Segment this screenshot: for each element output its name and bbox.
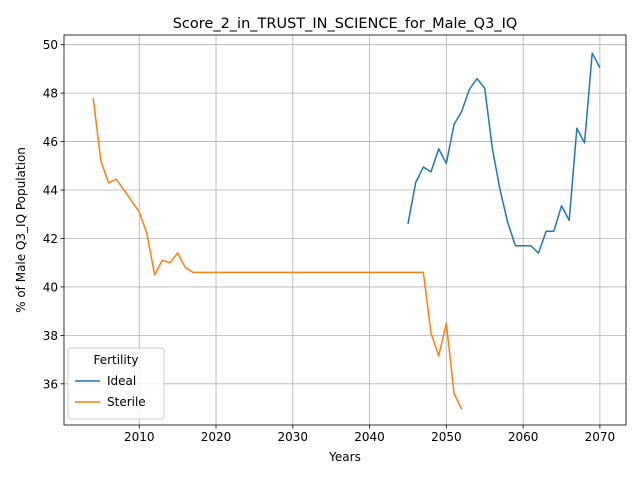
x-tick-label: 2020 — [201, 430, 232, 444]
y-tick-label: 46 — [43, 135, 58, 149]
y-tick-label: 38 — [43, 329, 58, 343]
x-tick-label: 2050 — [431, 430, 462, 444]
series-line-ideal — [407, 52, 601, 254]
y-tick-label: 36 — [43, 377, 58, 391]
x-tick-label: 2030 — [278, 430, 309, 444]
y-tick-label: 42 — [43, 232, 58, 246]
legend-title: Fertility — [93, 353, 138, 367]
legend-label-ideal: Ideal — [107, 374, 136, 388]
y-axis-ticks: 36 38 40 42 44 46 48 50 — [43, 38, 64, 391]
plot-area-frame — [63, 34, 627, 426]
x-tick-label: 2040 — [354, 430, 385, 444]
x-tick-label: 2010 — [124, 430, 155, 444]
y-axis-label: % of Male Q3_IQ Population — [14, 147, 28, 313]
x-tick-label: 2070 — [585, 430, 616, 444]
y-tick-label: 48 — [43, 87, 58, 101]
x-axis-ticks: 2010 2020 2030 2040 2050 2060 2070 — [124, 425, 615, 444]
chart-title: Score_2_in_TRUST_IN_SCIENCE_for_Male_Q3_… — [173, 16, 518, 32]
y-tick-label: 44 — [43, 184, 58, 198]
x-tick-label: 2060 — [508, 430, 539, 444]
series-line-sterile — [92, 97, 463, 410]
legend-label-sterile: Sterile — [107, 395, 146, 409]
series-lines — [92, 52, 601, 410]
legend: Fertility Ideal Sterile — [67, 347, 165, 420]
legend-items: Ideal Sterile — [75, 374, 146, 409]
y-tick-label: 50 — [43, 38, 58, 52]
x-axis-label: Years — [328, 450, 361, 464]
y-tick-label: 40 — [43, 280, 58, 294]
